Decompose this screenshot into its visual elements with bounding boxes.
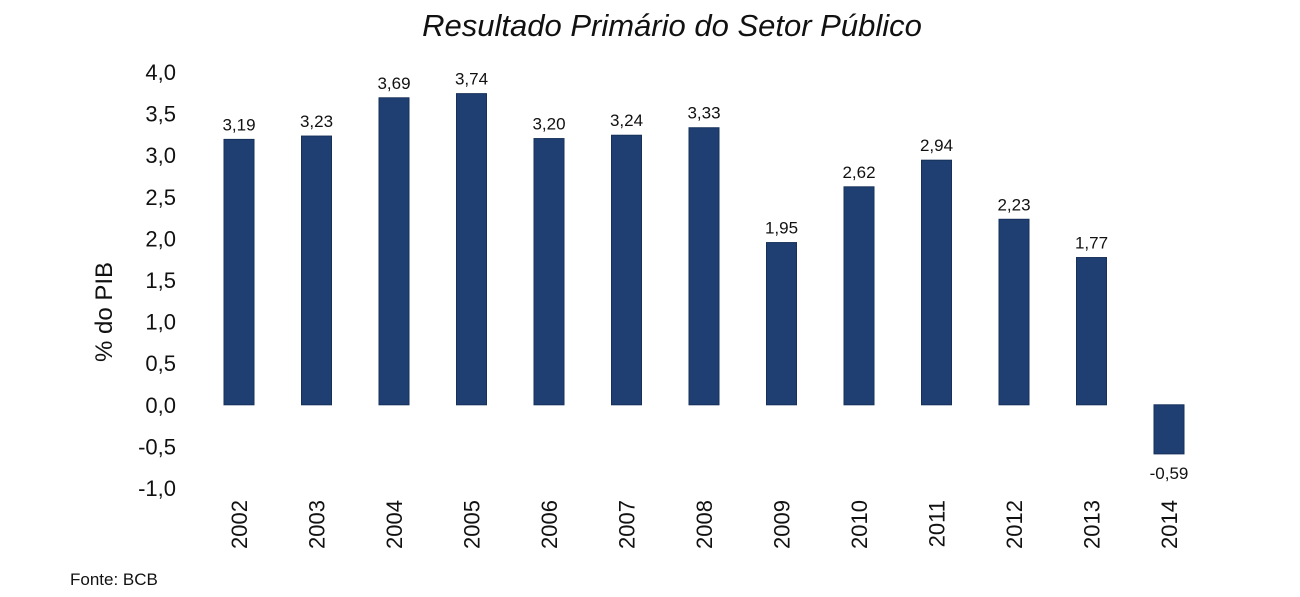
- x-tick-label: 2010: [847, 500, 872, 549]
- x-tick-label: 2009: [770, 500, 795, 549]
- x-tick-label: 2003: [305, 500, 330, 549]
- y-axis-label: % do PIB: [91, 262, 118, 362]
- x-tick-label: 2002: [227, 500, 252, 549]
- y-tick-label: 4,0: [145, 60, 176, 85]
- bar-2013: [1076, 257, 1107, 406]
- x-axis-ticks: 2002 2003 2004 2005 2006 2007 2008 2009 2010 2011…: [227, 500, 1182, 549]
- bar-2009: [766, 242, 797, 406]
- bar-2005: [456, 93, 487, 406]
- data-label-2013: 1,77: [1075, 234, 1108, 253]
- bar-2002: [223, 138, 255, 406]
- y-tick-label: 1,0: [145, 310, 176, 335]
- x-tick-label: 2014: [1157, 500, 1182, 549]
- y-tick-label: 2,5: [145, 185, 176, 210]
- bar-2006: [533, 138, 565, 406]
- x-tick-label: 2007: [615, 500, 640, 549]
- data-label-2010: 2,62: [842, 163, 875, 182]
- data-label-2014: -0,59: [1150, 464, 1189, 483]
- data-label-2008: 3,33: [687, 104, 720, 123]
- x-tick-label: 2004: [382, 500, 407, 549]
- data-label-2012: 2,23: [997, 195, 1030, 214]
- bar-2003: [301, 135, 332, 406]
- bar-2011: [921, 159, 952, 406]
- bar-2012: [998, 218, 1030, 406]
- bar-2004: [378, 97, 410, 406]
- y-tick-label: 0,0: [145, 393, 176, 418]
- bar-2014: [1153, 404, 1185, 455]
- source-note: Fonte: BCB: [70, 570, 158, 589]
- data-label-2003: 3,23: [300, 112, 333, 131]
- bars: [223, 93, 1185, 455]
- data-label-2005: 3,74: [455, 70, 488, 89]
- data-label-2011: 2,94: [920, 136, 953, 155]
- data-label-2009: 1,95: [765, 219, 798, 238]
- y-tick-label: 0,5: [145, 351, 176, 376]
- data-label-2004: 3,69: [377, 74, 410, 93]
- y-tick-label: -1,0: [138, 476, 176, 501]
- x-tick-label: 2012: [1002, 500, 1027, 549]
- x-tick-label: 2005: [460, 500, 485, 549]
- bar-2008: [688, 127, 720, 406]
- x-tick-label: 2006: [537, 500, 562, 549]
- y-axis-ticks: 4,0 3,5 3,0 2,5 2,0 1,5 1,0 0,5 0,0 -0,5 -1,0: [138, 60, 176, 501]
- y-tick-label: 3,5: [145, 102, 176, 127]
- data-label-2007: 3,24: [610, 111, 643, 130]
- x-tick-label: 2011: [925, 500, 950, 547]
- y-tick-label: 2,0: [145, 226, 176, 251]
- data-label-2006: 3,20: [532, 115, 565, 134]
- y-tick-label: 1,5: [145, 268, 176, 293]
- x-tick-label: 2008: [692, 500, 717, 549]
- y-tick-label: 3,0: [145, 143, 176, 168]
- x-tick-label: 2013: [1080, 500, 1105, 549]
- y-tick-label: -0,5: [138, 434, 176, 459]
- bar-2007: [611, 134, 642, 406]
- data-label-2002: 3,19: [222, 115, 255, 134]
- bar-2010: [843, 186, 875, 406]
- chart-title: Resultado Primário do Setor Público: [422, 8, 922, 43]
- data-labels: 3,19 3,23 3,69 3,74 3,20 3,24 3,33 1,95 2,62 2,94…: [222, 70, 1188, 483]
